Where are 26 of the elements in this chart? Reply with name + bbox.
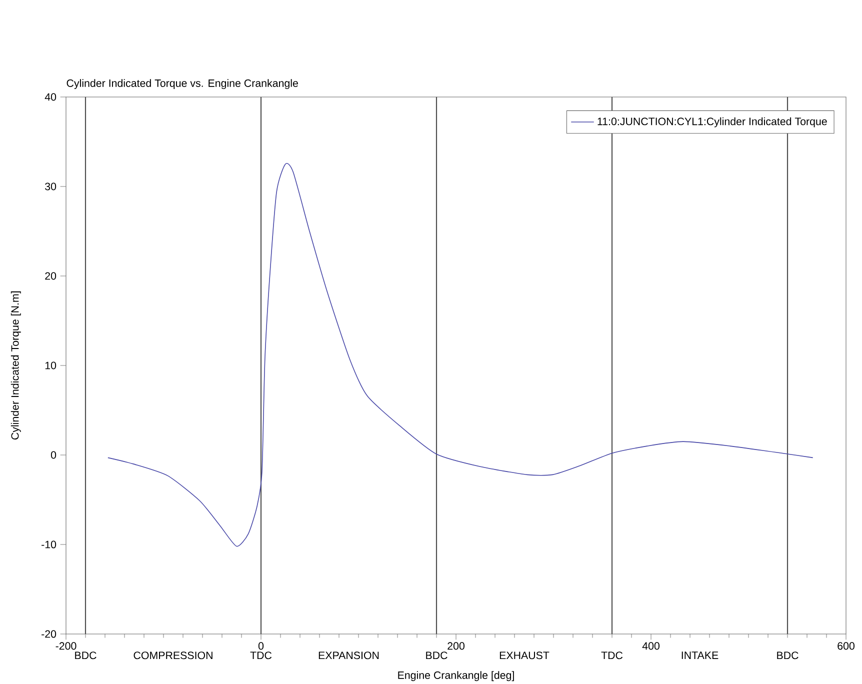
x-tick-label: 0 xyxy=(258,642,264,650)
chart-title: Cylinder Indicated Torque vs. Engine Crankangle xyxy=(66,79,298,90)
y-tick-label: -10 xyxy=(42,540,56,548)
y-tick-label: -20 xyxy=(42,630,56,638)
y-tick-label: 0 xyxy=(50,451,56,459)
y-tick-label: 40 xyxy=(44,93,56,101)
y-axis-title: Cylinder Indicated Torque [N.m] xyxy=(10,291,21,440)
x-tick-label: -200 xyxy=(56,642,76,650)
legend-label: 11:0:JUNCTION:CYL1:Cylinder Indicated Torque xyxy=(598,117,827,128)
x-axis-title: Engine Crankangle [deg] xyxy=(398,671,514,682)
text: EXPANSION xyxy=(318,652,379,660)
x-tick-label: 200 xyxy=(448,642,464,650)
ref-line-label: TDC xyxy=(250,652,272,660)
x-tick-label: 600 xyxy=(838,642,854,650)
ref-line-label: BDC xyxy=(426,652,448,660)
line-series xyxy=(108,164,814,547)
y-tick-label: 30 xyxy=(45,182,56,190)
x-tick-label: 400 xyxy=(642,642,660,650)
ref-line-label: TDC xyxy=(601,652,623,660)
ref-line-label: BDC xyxy=(777,652,798,660)
y-tick-label: 20 xyxy=(45,272,56,280)
text: EXHAUST xyxy=(500,652,550,660)
y-tick-label: 10 xyxy=(45,362,56,370)
ref-line-label: BDC xyxy=(75,652,96,660)
text: COMPRESSION xyxy=(134,652,212,660)
text: INTAKE xyxy=(682,652,718,659)
